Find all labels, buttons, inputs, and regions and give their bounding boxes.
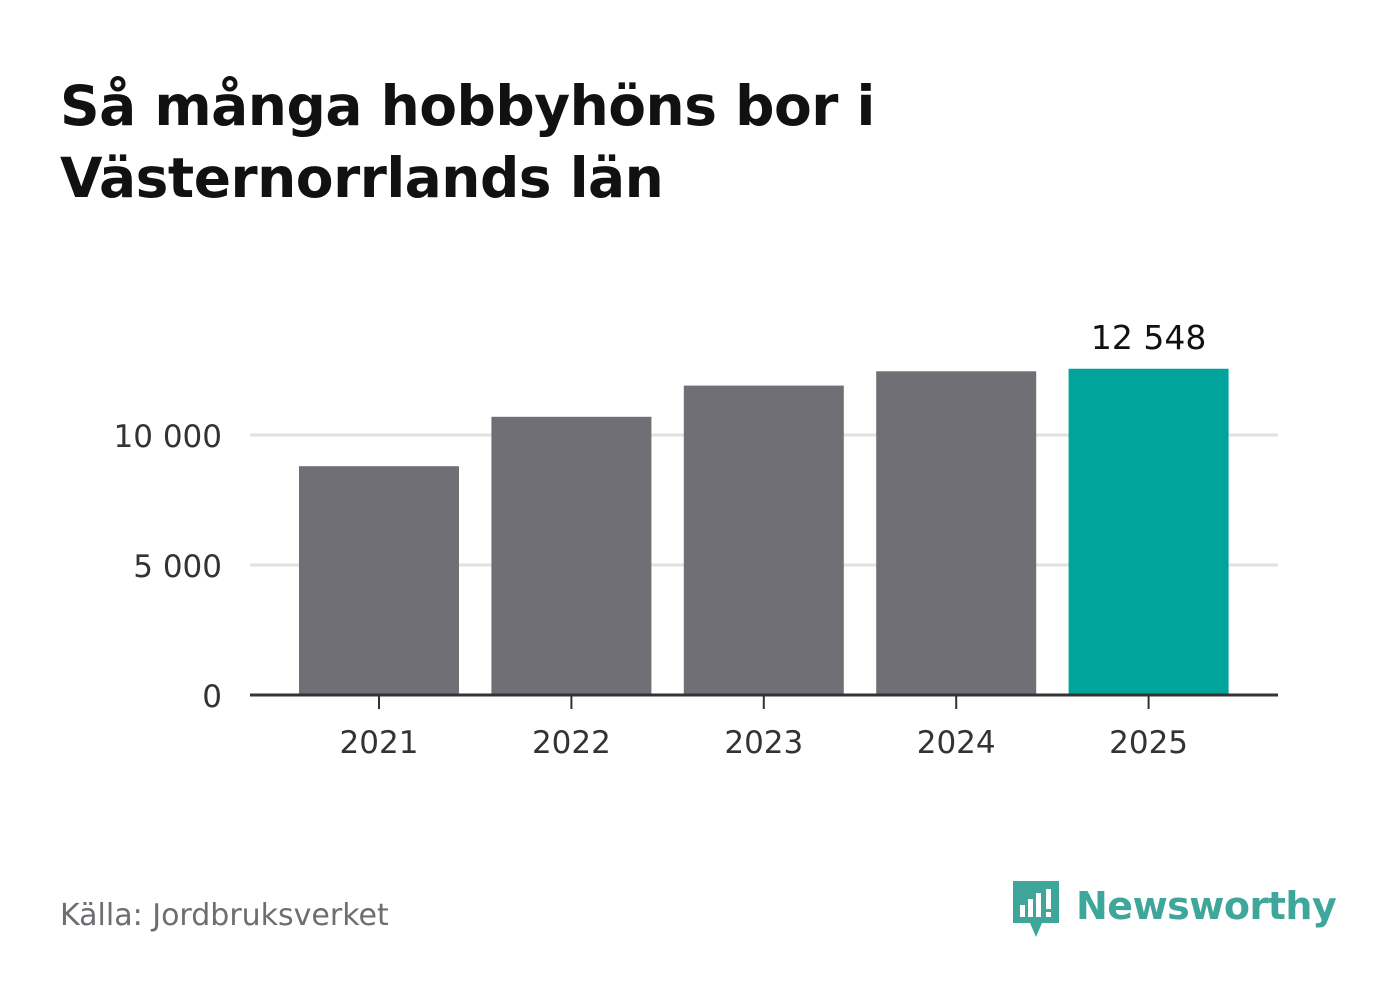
- chart-title: Så många hobbyhöns bor i Västernorrlands…: [60, 74, 875, 210]
- y-tick-label: 10 000: [114, 419, 222, 455]
- bars: [299, 368, 1229, 695]
- x-tick-label: 2024: [917, 725, 996, 761]
- bar-2024: [876, 371, 1037, 695]
- y-tick-label: 5 000: [133, 549, 222, 585]
- x-tick-label: 2025: [1109, 725, 1188, 761]
- bar-2025: [1068, 368, 1229, 695]
- brand-logo: Newsworthy: [1010, 878, 1337, 942]
- y-tick-label: 0: [202, 679, 222, 715]
- data-label: 12 548: [1091, 318, 1206, 357]
- x-tick-label: 2021: [340, 725, 419, 761]
- x-tick-label: 2022: [532, 725, 611, 761]
- bar-2023: [683, 385, 844, 695]
- newsworthy-logo-icon: [1013, 881, 1059, 937]
- bar-2021: [299, 466, 459, 695]
- y-axis-tick-labels: 0 5 000 10 000: [114, 419, 222, 715]
- bar-2022: [491, 416, 652, 695]
- data-labels: 12 548: [1091, 318, 1206, 357]
- source-note: Källa: Jordbruksverket: [60, 898, 389, 933]
- x-axis-ticks: 2021 2022 2023 2024 2025: [340, 695, 1188, 761]
- brand-name: Newsworthy: [1076, 884, 1337, 928]
- x-tick-label: 2023: [724, 725, 803, 761]
